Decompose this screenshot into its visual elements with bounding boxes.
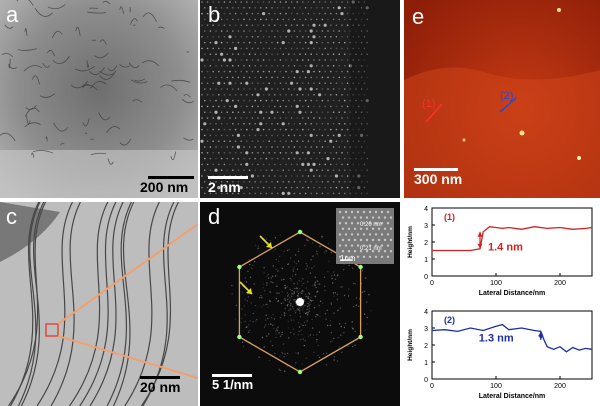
y-tick-label: 3 (424, 326, 428, 333)
panel-a-scale-text: 200 nm (140, 179, 189, 195)
fft-diffraction-spot (237, 334, 242, 340)
x-tick-label: 0 (430, 383, 434, 390)
profile-label: (1) (444, 212, 455, 222)
x-tick-label: 100 (490, 280, 502, 287)
x-tick-label: 200 (554, 280, 566, 287)
inset-spacing-1: 0.20 nm (360, 222, 382, 228)
profile-label: (2) (444, 315, 455, 325)
y-tick-label: 1 (424, 360, 428, 367)
panel-c-tem-image: c 20 nm (0, 202, 198, 406)
afm-profile-line-1 (425, 103, 443, 123)
panel-b-scale-text: 2 nm (208, 179, 241, 195)
fft-diffraction-spot (297, 229, 303, 235)
fft-diffraction-spot (358, 264, 363, 270)
step-height-label: 1.3 nm (479, 333, 514, 345)
height-profile-chart-1: 0 1 2 3 4 0 100 200 Lateral Distance/nm Height/nm… (407, 206, 593, 297)
panel-c-micrograph (0, 202, 198, 406)
x-axis-label: Lateral Distance/nm (479, 290, 546, 297)
panel-c-roi-box (45, 323, 59, 337)
panel-c-scale-bar (140, 376, 180, 379)
chart-plot-area (431, 207, 593, 277)
fft-diffraction-spot (237, 264, 242, 270)
y-tick-label: 2 (424, 343, 428, 350)
panel-d-scale-bar (212, 374, 252, 377)
inset-scale-text: 1nm (340, 254, 356, 263)
panel-e-afm-map (404, 0, 600, 198)
y-tick-label: 3 (424, 223, 428, 230)
x-tick-label: 100 (490, 383, 502, 390)
afm-profile-line-2 (499, 97, 517, 113)
panel-d-scale-text: 5 1/nm (212, 377, 254, 392)
panel-a-tem-image: a 200 nm (0, 0, 198, 198)
height-profile-chart-2: 0 1 2 3 4 0 100 200 Lateral Distance/nm Height/nm… (407, 309, 593, 400)
fft-center-spot (296, 298, 304, 306)
inset-spacing-2: 0.21 nm (360, 246, 382, 252)
chart-plot-area (431, 310, 593, 380)
afm-line-1-label: (1) (422, 98, 436, 110)
panel-b-lattice (200, 0, 400, 198)
y-tick-label: 0 (424, 274, 428, 281)
panel-c-scale-text: 20 nm (140, 379, 181, 395)
zoom-line-bottom (57, 335, 198, 379)
fft-diffraction-spot (358, 334, 363, 340)
y-tick-label: 4 (424, 206, 428, 213)
y-tick-label: 2 (424, 240, 428, 247)
panel-b-label: b (208, 2, 221, 27)
panel-e-afm-image: e (1) (2) 300 nm (404, 0, 600, 198)
y-axis-label: Height/nm (407, 226, 414, 258)
height-profile-line (432, 226, 593, 252)
x-tick-label: 200 (554, 383, 566, 390)
panel-d-label: d (208, 204, 221, 229)
y-tick-label: 0 (424, 377, 428, 384)
x-axis-label: Lateral Distance/nm (479, 393, 546, 400)
panel-b-scale-bar (208, 176, 248, 179)
panel-c-label: c (6, 204, 17, 229)
x-tick-label: 0 (430, 280, 434, 287)
y-axis-label: Height/nm (407, 329, 414, 361)
panel-e-label: e (412, 4, 425, 29)
zoom-line-top (57, 223, 198, 325)
panel-e-scale-text: 300 nm (414, 171, 463, 187)
panel-a-label: a (6, 2, 19, 27)
panel-d-diffraction (200, 202, 400, 406)
fft-diffraction-spot (297, 369, 303, 375)
panel-e-scale-bar (414, 168, 458, 171)
panel-a-scale-bar (148, 176, 194, 179)
panel-b-hrtem-image: b 2 nm (200, 0, 400, 198)
y-tick-label: 1 (424, 257, 428, 264)
afm-line-2-label: (2) (500, 90, 514, 102)
panel-d-fft-image: d 0.20 nm 0.21 nm 1nm 5 1/nm (200, 202, 400, 406)
height-profile-line (431, 323, 593, 353)
panel-a-micrograph (0, 0, 198, 198)
step-height-label: 1.4 nm (488, 241, 523, 253)
y-tick-label: 4 (424, 309, 428, 316)
